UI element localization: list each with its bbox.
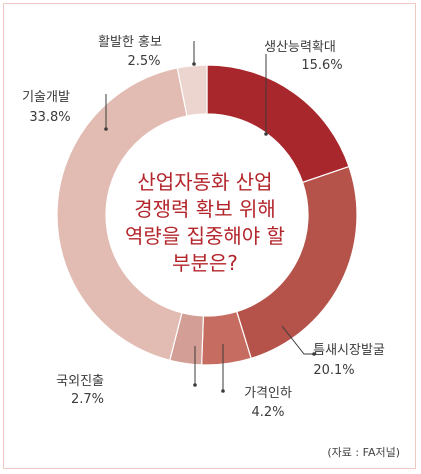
label-value-tech-dev: 33.8% (29, 110, 70, 125)
label-name-capacity-expansion: 생산능력확대 (264, 40, 336, 55)
slice-labels: 생산능력확대 15.6% 틈새시장발굴 20.1% 가격인하 4.2% 국외진출 2.7% 기술… (22, 35, 385, 420)
donut-slices (56, 64, 358, 366)
slice-promotion (176, 64, 208, 117)
center-question: 산업자동화 산업 경쟁력 확보 위해 역량을 집중해야 할 부분은? (125, 170, 285, 275)
leader-dot-tech-dev (104, 127, 108, 131)
center-line-4: 부분은? (172, 251, 238, 275)
label-name-overseas: 국외진출 (56, 374, 104, 389)
leader-dot-niche-market (312, 352, 316, 356)
slice-niche-market (235, 165, 358, 360)
figure-frame: 생산능력확대 15.6% 틈새시장발굴 20.1% 가격인하 4.2% 국외진출 2.7% 기술… (3, 3, 416, 469)
label-value-promotion: 2.5% (127, 54, 160, 69)
donut-chart: 생산능력확대 15.6% 틈새시장발굴 20.1% 가격인하 4.2% 국외진출 2.7% 기술… (22, 35, 400, 459)
leader-dot-promotion (192, 62, 196, 66)
leader-dot-overseas (193, 383, 197, 387)
label-name-tech-dev: 기술개발 (22, 90, 70, 105)
label-value-capacity-expansion: 15.6% (301, 58, 342, 73)
center-line-1: 산업자동화 산업 (137, 170, 272, 194)
leader-dot-price-cut (221, 389, 225, 393)
source-note: (자료 : FA저널) (327, 446, 400, 459)
leader-line-niche-market (281, 325, 314, 355)
label-name-promotion: 활발한 홍보 (98, 35, 162, 50)
center-line-2: 경쟁력 확보 위해 (134, 197, 276, 221)
label-value-overseas: 2.7% (71, 392, 104, 407)
label-name-price-cut: 가격인하 (244, 386, 292, 401)
center-line-3: 역량을 집중해야 할 (125, 224, 285, 248)
leader-dot-capacity-expansion (264, 132, 268, 136)
label-name-niche-market: 틈새시장발굴 (313, 343, 385, 358)
label-value-niche-market: 20.1% (313, 363, 354, 378)
slice-capacity-expansion (206, 64, 350, 184)
label-value-price-cut: 4.2% (251, 405, 284, 420)
slice-tech-dev (56, 67, 188, 362)
leader-lines (104, 41, 316, 393)
